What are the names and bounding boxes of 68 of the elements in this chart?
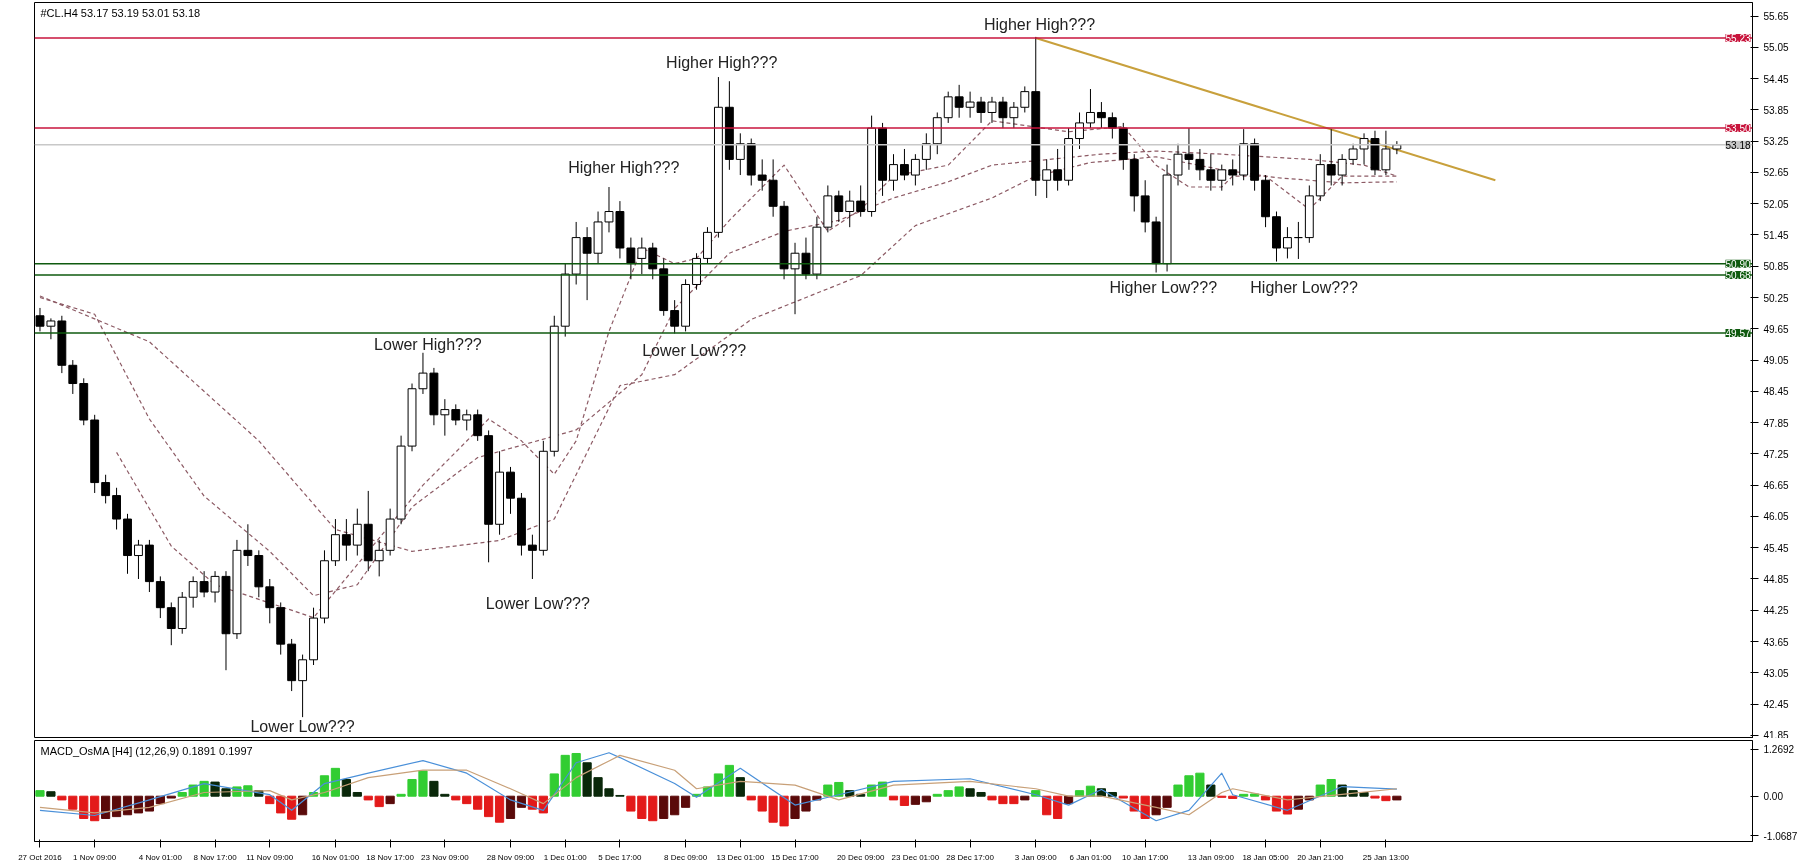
y-tick-label: -1.0687: [1763, 830, 1798, 842]
y-tick-label: 41.85: [1763, 729, 1789, 741]
y-tick-label: 53.85: [1763, 104, 1789, 116]
y-tick-label: 50.25: [1763, 292, 1789, 304]
x-tick-label: 27 Oct 2016: [18, 852, 63, 862]
y-tick-label: 43.65: [1763, 636, 1789, 648]
x-tick-label: 25 Jan 13:00: [1362, 852, 1410, 862]
x-tick-label: 4 Nov 01:00: [138, 852, 183, 862]
annotation: Higher High???: [666, 53, 778, 71]
y-tick-label: 52.65: [1763, 167, 1789, 179]
ref-line-label: 50.90: [1725, 258, 1751, 270]
x-tick-label: 11 Nov 09:00: [246, 852, 294, 862]
x-tick-label: 28 Dec 17:00: [946, 852, 995, 862]
chart-title: #CL.H4 53.17 53.19 53.01 53.18: [40, 6, 201, 19]
annotation: Higher Low???: [1109, 278, 1218, 296]
x-tick-label: 15 Dec 17:00: [771, 852, 820, 862]
annotation: Lower High???: [374, 336, 482, 354]
chart-title: MACD_OsMA [H4] (12,26,9) 0.1891 0.1997: [40, 744, 253, 757]
y-tick-label: 49.05: [1763, 355, 1789, 367]
y-tick-label: 51.45: [1763, 229, 1789, 241]
x-tick-label: 18 Jan 05:00: [1242, 852, 1290, 862]
y-tick-label: 0.00: [1763, 791, 1784, 803]
ref-line-label: 55.23: [1725, 32, 1751, 44]
annotation: Higher Low???: [1250, 278, 1359, 296]
x-tick-label: 18 Nov 17:00: [366, 852, 415, 862]
y-tick-label: 1.2692: [1763, 744, 1795, 756]
annotation: Higher High???: [568, 158, 680, 176]
ref-line-label: 50.68: [1725, 270, 1751, 282]
x-tick-label: 20 Jan 21:00: [1297, 852, 1344, 862]
x-tick-label: 13 Jan 09:00: [1187, 852, 1235, 862]
y-tick-label: 45.45: [1763, 542, 1789, 554]
y-tick-label: 55.65: [1763, 11, 1789, 23]
x-tick-label: 10 Jan 17:00: [1122, 852, 1169, 862]
y-tick-label: 55.05: [1763, 42, 1789, 54]
y-tick-label: 44.85: [1763, 574, 1789, 585]
y-tick-label: 54.45: [1763, 73, 1789, 85]
annotation: Higher High???: [983, 16, 1096, 34]
x-tick-label: 5 Dec 17:00: [598, 852, 643, 862]
x-tick-label: 28 Nov 09:00: [486, 852, 535, 862]
y-tick-label: 53.25: [1763, 136, 1789, 148]
y-tick-label: 52.05: [1763, 198, 1789, 210]
x-tick-label: 1 Nov 09:00: [73, 852, 117, 862]
y-tick-label: 48.45: [1763, 386, 1789, 398]
annotation: Lower Low???: [250, 718, 355, 736]
x-tick-label: 1 Dec 01:00: [543, 852, 588, 862]
x-tick-label: 6 Jan 01:00: [1069, 852, 1112, 862]
y-tick-label: 49.65: [1763, 323, 1789, 335]
ref-line-label: 53.50: [1725, 123, 1751, 135]
y-tick-label: 47.25: [1763, 448, 1789, 460]
x-tick-label: 13 Dec 01:00: [716, 852, 765, 862]
y-tick-label: 43.05: [1763, 667, 1789, 679]
x-tick-label: 23 Dec 01:00: [891, 852, 940, 862]
annotation: Lower Low???: [485, 594, 591, 612]
y-tick-label: 47.85: [1763, 417, 1789, 429]
x-tick-label: 8 Nov 17:00: [193, 852, 238, 862]
y-tick-label: 50.85: [1763, 261, 1789, 273]
y-tick-label: 44.25: [1763, 605, 1789, 617]
y-tick-label: 46.05: [1763, 511, 1789, 523]
x-tick-label: 23 Nov 09:00: [421, 852, 470, 862]
y-tick-label: 42.45: [1763, 699, 1789, 711]
ref-line-label: 53.18: [1725, 139, 1751, 151]
x-tick-label: 3 Jan 09:00: [1014, 852, 1058, 862]
ref-line-label: 49.57: [1725, 327, 1751, 339]
y-tick-label: 46.65: [1763, 480, 1789, 492]
x-tick-label: 16 Nov 01:00: [311, 852, 360, 862]
x-tick-label: 8 Dec 09:00: [664, 852, 708, 862]
annotation: Lower Low???: [642, 342, 747, 360]
x-tick-label: 20 Dec 09:00: [836, 852, 886, 862]
